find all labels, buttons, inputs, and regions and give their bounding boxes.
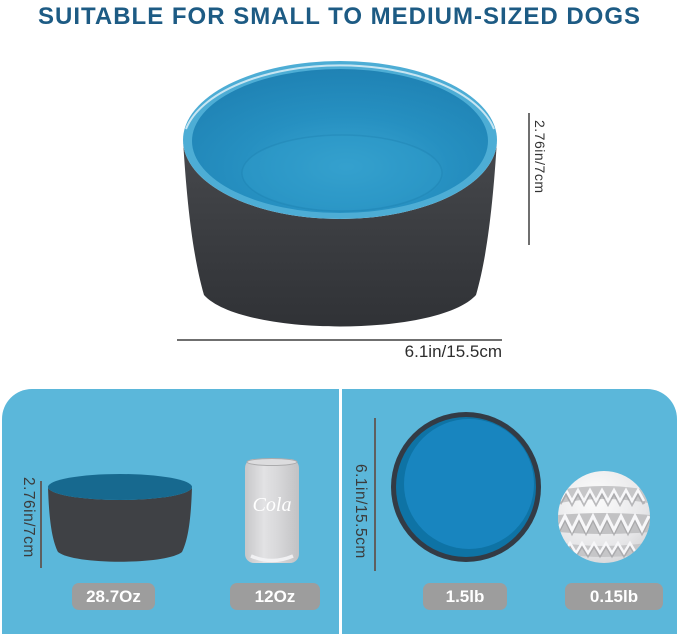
cola-can-illustration [245,458,299,563]
bowl-top-illustration [391,412,541,562]
ball-illustration [558,471,650,563]
ball-weight-badge: 0.15lb [565,583,663,610]
bowl-side-illustration [48,474,192,562]
bowl-photo [183,61,497,327]
bowl-weight-badge: 1.5lb [423,583,507,610]
bowl-diameter-line [374,418,376,571]
diameter-dimension-label: 6.1in/15.5cm [404,342,502,361]
bowl-capacity-badge: 28.7Oz [72,583,155,610]
diameter-dimension-line [177,339,502,341]
bowl-diameter-label: 6.1in/15.5cm [352,464,369,559]
bowl-height-label: 2.76in/7cm [20,477,37,558]
page-title: SUITABLE FOR SMALL TO MEDIUM-SIZED DOGS [38,3,641,30]
panel-divider [339,389,342,634]
bowl-height-line [40,481,42,568]
height-dimension-label: 2.76in/7cm [532,120,548,194]
cola-capacity-badge: 12Oz [230,583,320,610]
height-dimension-line [528,113,530,245]
cola-brand-label: Cola [252,494,292,516]
